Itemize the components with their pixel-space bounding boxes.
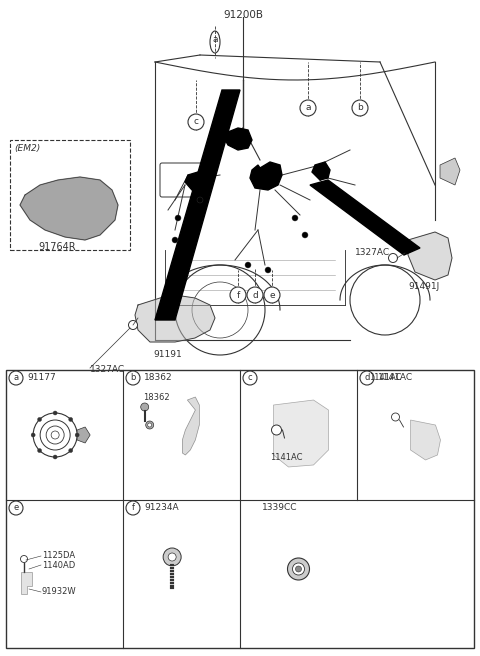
Circle shape <box>272 425 281 435</box>
Text: e: e <box>269 291 275 300</box>
Circle shape <box>245 262 251 268</box>
Circle shape <box>9 501 23 515</box>
Circle shape <box>148 423 152 427</box>
Text: 91177: 91177 <box>27 373 56 382</box>
Polygon shape <box>135 295 215 342</box>
Circle shape <box>31 433 35 437</box>
Text: 91234A: 91234A <box>144 504 179 512</box>
Text: 1141AC: 1141AC <box>378 373 413 382</box>
Polygon shape <box>250 162 282 190</box>
Text: 1141AC: 1141AC <box>271 453 303 462</box>
Circle shape <box>69 449 72 453</box>
Text: d: d <box>252 291 258 300</box>
Text: 1140AD: 1140AD <box>42 560 75 569</box>
Polygon shape <box>155 90 240 320</box>
Circle shape <box>243 371 257 385</box>
Text: c: c <box>248 373 252 382</box>
Text: b: b <box>357 104 363 112</box>
Text: 18362: 18362 <box>144 373 173 382</box>
Circle shape <box>168 553 176 561</box>
Bar <box>6 370 474 648</box>
Text: f: f <box>236 291 240 300</box>
Circle shape <box>126 371 140 385</box>
Circle shape <box>37 449 42 453</box>
Text: (EM2): (EM2) <box>14 144 40 153</box>
Circle shape <box>53 411 57 415</box>
Text: c: c <box>193 117 199 127</box>
FancyBboxPatch shape <box>10 140 130 250</box>
Circle shape <box>21 556 27 562</box>
Circle shape <box>388 253 397 262</box>
Text: 91491J: 91491J <box>408 282 439 291</box>
Text: e: e <box>13 504 19 512</box>
Text: a: a <box>212 35 218 45</box>
Circle shape <box>126 501 140 515</box>
Circle shape <box>392 413 399 421</box>
Circle shape <box>188 114 204 130</box>
Text: 91764R: 91764R <box>38 242 76 252</box>
Polygon shape <box>274 400 328 467</box>
Circle shape <box>302 232 308 238</box>
Polygon shape <box>185 172 202 190</box>
Text: 18362: 18362 <box>143 392 169 401</box>
Text: 91191: 91191 <box>154 350 182 359</box>
Circle shape <box>300 100 316 116</box>
Polygon shape <box>224 128 252 150</box>
Polygon shape <box>77 427 90 443</box>
Text: 1339CC: 1339CC <box>262 504 298 512</box>
Circle shape <box>9 371 23 385</box>
Circle shape <box>69 417 72 421</box>
Circle shape <box>230 287 246 303</box>
Circle shape <box>247 287 263 303</box>
Circle shape <box>75 433 79 437</box>
Polygon shape <box>310 180 420 255</box>
Circle shape <box>264 287 280 303</box>
Text: f: f <box>132 504 134 512</box>
Circle shape <box>175 215 181 221</box>
Text: 1125DA: 1125DA <box>42 552 75 560</box>
Polygon shape <box>182 397 199 455</box>
Circle shape <box>37 417 42 421</box>
Circle shape <box>292 215 298 221</box>
Text: b: b <box>130 373 136 382</box>
Circle shape <box>292 563 304 575</box>
Circle shape <box>352 100 368 116</box>
Circle shape <box>296 566 301 572</box>
Circle shape <box>288 558 310 580</box>
Circle shape <box>172 237 178 243</box>
Text: 91200B: 91200B <box>223 10 263 20</box>
Polygon shape <box>312 162 330 180</box>
Circle shape <box>197 197 203 203</box>
Text: a: a <box>13 373 19 382</box>
Text: d: d <box>364 373 370 382</box>
Text: 91932W: 91932W <box>42 588 77 596</box>
Text: a: a <box>305 104 311 112</box>
Circle shape <box>129 321 137 329</box>
Text: 1327AC: 1327AC <box>90 365 125 374</box>
Circle shape <box>360 371 374 385</box>
Polygon shape <box>21 572 32 594</box>
Circle shape <box>163 548 181 566</box>
Circle shape <box>146 421 154 429</box>
Polygon shape <box>408 232 452 280</box>
Polygon shape <box>410 420 441 460</box>
Text: 1141AC: 1141AC <box>369 373 401 382</box>
Circle shape <box>141 403 149 411</box>
Circle shape <box>53 455 57 459</box>
Circle shape <box>265 267 271 273</box>
Text: 1327AC: 1327AC <box>355 248 390 257</box>
Polygon shape <box>20 177 118 240</box>
Polygon shape <box>440 158 460 185</box>
